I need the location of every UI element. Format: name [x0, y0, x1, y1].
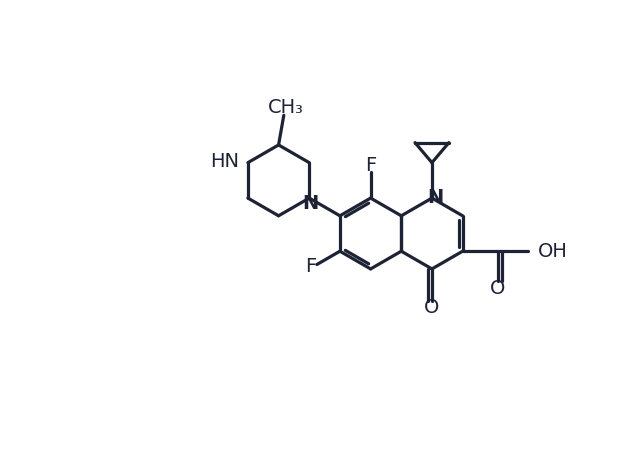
- Text: HN: HN: [210, 152, 239, 171]
- Text: N: N: [427, 188, 443, 207]
- Text: N: N: [302, 194, 318, 213]
- Text: F: F: [365, 156, 376, 175]
- Text: CH₃: CH₃: [268, 98, 303, 117]
- Text: O: O: [424, 298, 440, 317]
- Text: O: O: [490, 279, 506, 298]
- Text: OH: OH: [538, 242, 567, 261]
- Text: F: F: [305, 257, 316, 275]
